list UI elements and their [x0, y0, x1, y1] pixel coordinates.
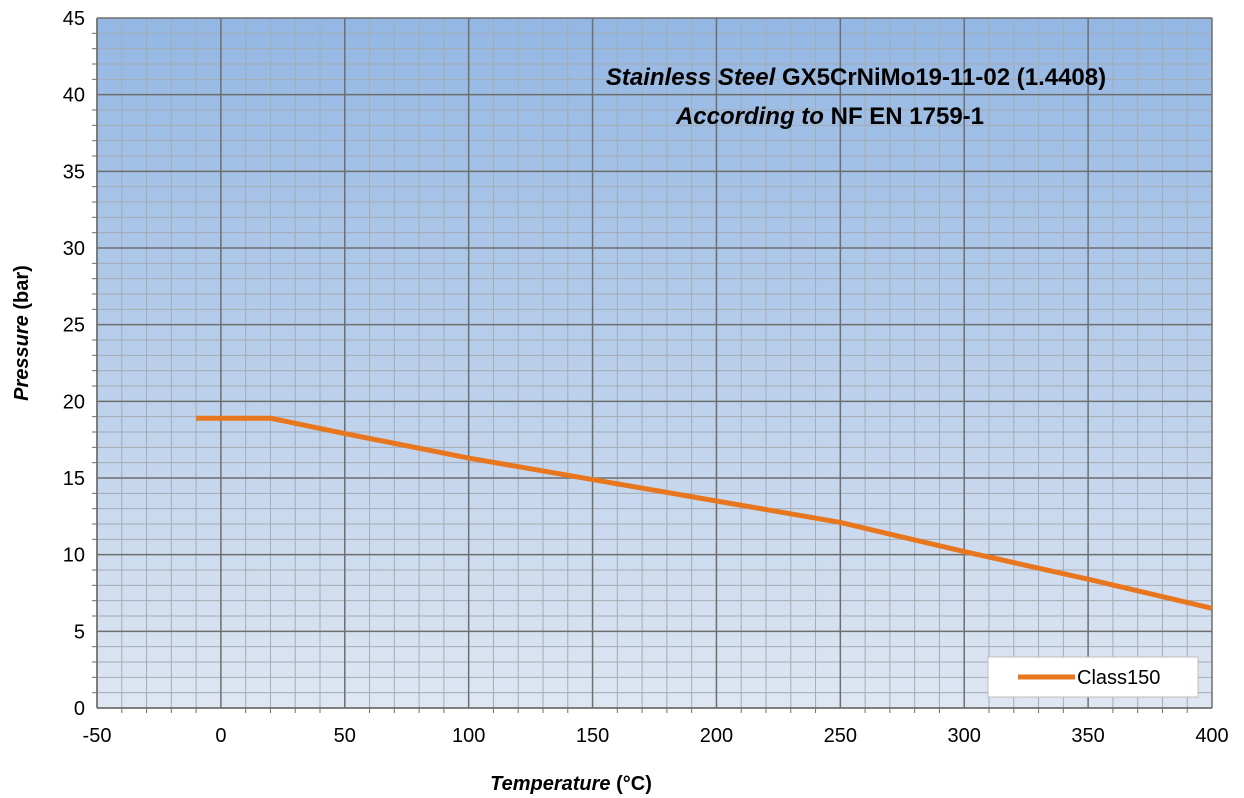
annotation-standard: NF EN 1759-1 [831, 103, 984, 130]
x-tick-label: 50 [334, 725, 356, 747]
series-layer [196, 415, 1213, 611]
y-tick-label: 35 [63, 161, 85, 183]
y-tick-label: 40 [63, 85, 85, 107]
series-line-class150 [196, 415, 1213, 611]
y-tick-label: 5 [74, 621, 85, 643]
x-tick-label: 200 [700, 725, 733, 747]
annotation-according-to: According to [675, 103, 824, 130]
y-tick-label: 20 [63, 391, 85, 413]
x-tick-labels: -50 0 50 100 150 200 250 300 350 400 [83, 725, 1229, 747]
y-tick-label: 30 [63, 238, 85, 260]
y-tick-label: 45 [63, 8, 85, 30]
legend: Class150 [987, 656, 1199, 698]
x-tick-label: 350 [1071, 725, 1104, 747]
y-tick-label: 25 [63, 315, 85, 337]
y-axis-title-quantity: Pressure [11, 315, 33, 401]
x-tick-label: 400 [1195, 725, 1228, 747]
annotation-line-2: According to NF EN 1759-1 [675, 103, 984, 130]
x-axis-title-unit: (°C) [616, 773, 652, 795]
x-tick-label: 150 [576, 725, 609, 747]
x-tick-label: 250 [824, 725, 857, 747]
x-axis-title-quantity: Temperature [490, 773, 610, 795]
plot-area-background [97, 18, 1212, 708]
annotation-material-type: Stainless Steel [606, 64, 777, 91]
y-tick-labels: 0 5 10 15 20 25 30 35 40 45 [63, 8, 85, 720]
x-tick-label: 100 [452, 725, 485, 747]
y-axis-title: Pressure (bar) [11, 265, 33, 401]
y-axis-title-unit: (bar) [11, 265, 33, 309]
x-tick-label: -50 [83, 725, 112, 747]
y-tick-label: 15 [63, 468, 85, 490]
y-tick-label: 10 [63, 545, 85, 567]
annotation-material-grade: GX5CrNiMo19-11-02 (1.4408) [782, 64, 1106, 91]
y-tick-label: 0 [74, 698, 85, 720]
annotation-line-1: Stainless Steel GX5CrNiMo19-11-02 (1.440… [606, 64, 1106, 91]
x-tick-label: 0 [215, 725, 226, 747]
x-axis-title: Temperature (°C) [490, 773, 652, 795]
x-tick-label: 300 [948, 725, 981, 747]
legend-label-class150: Class150 [1077, 667, 1160, 689]
axis-minor-ticks [92, 32, 1188, 713]
